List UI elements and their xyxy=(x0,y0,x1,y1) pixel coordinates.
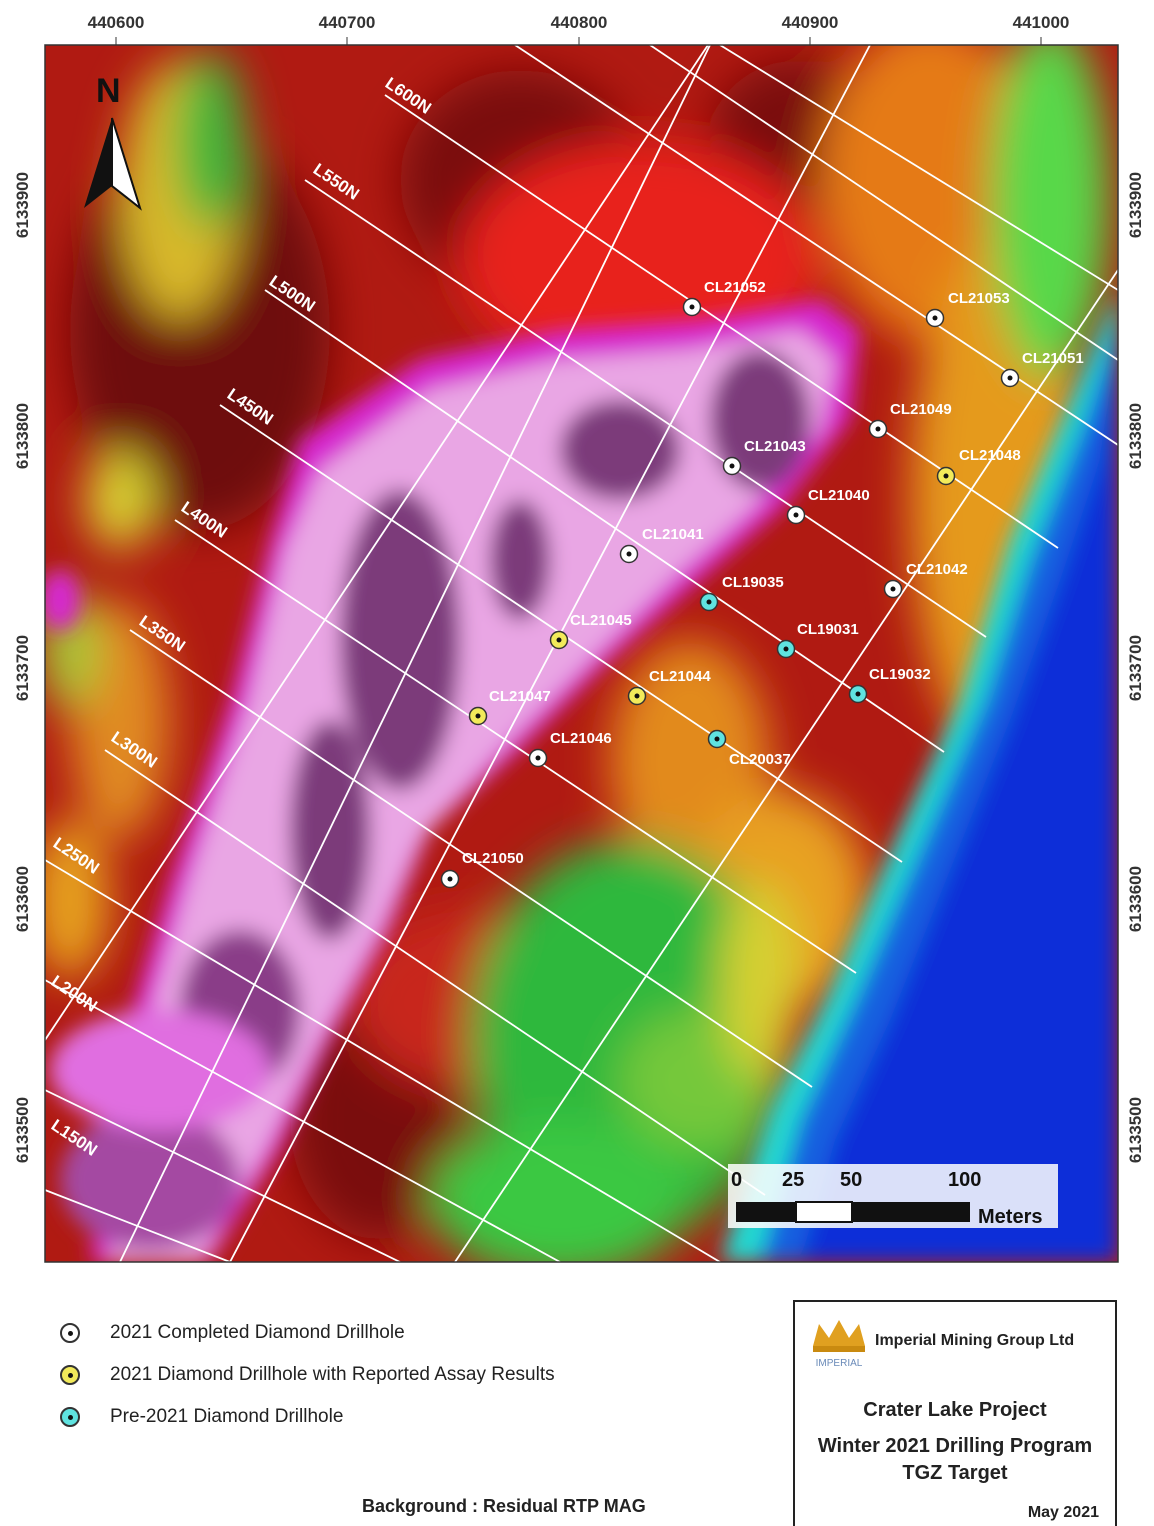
svg-text:6133700: 6133700 xyxy=(13,635,32,701)
y-axis-ticks-left: 6133900 6133800 6133700 6133600 6133500 xyxy=(13,172,32,1163)
svg-text:6133900: 6133900 xyxy=(13,172,32,238)
svg-text:6133700: 6133700 xyxy=(1126,635,1145,701)
svg-text:CL21049: CL21049 xyxy=(890,401,952,418)
svg-text:CL20037: CL20037 xyxy=(729,751,791,768)
drillhole[interactable]: CL21046 xyxy=(528,730,612,768)
svg-text:CL21048: CL21048 xyxy=(959,447,1021,464)
drillhole[interactable]: CL21049 xyxy=(868,401,952,439)
svg-text:CL21047: CL21047 xyxy=(489,688,551,705)
map-frame xyxy=(44,44,1119,1263)
drillhole[interactable]: CL21053 xyxy=(925,290,1010,328)
svg-text:100: 100 xyxy=(948,1169,981,1191)
svg-text:CL19035: CL19035 xyxy=(722,574,784,591)
svg-text:0: 0 xyxy=(731,1169,742,1191)
svg-text:441000: 441000 xyxy=(1013,13,1070,32)
svg-text:CL21051: CL21051 xyxy=(1022,350,1084,367)
legend-item: 2021 Diamond Drillhole with Reported Ass… xyxy=(60,1354,700,1396)
drillhole[interactable]: CL21040 xyxy=(786,487,870,525)
legend: 2021 Completed Diamond Drillhole 2021 Di… xyxy=(60,1312,700,1438)
drillhole[interactable]: CL21041 xyxy=(619,526,704,564)
drillhole[interactable]: CL21050 xyxy=(440,850,524,889)
svg-text:440900: 440900 xyxy=(782,13,839,32)
scale-bar: 0 25 50 100 Meters xyxy=(728,1164,1058,1228)
svg-text:CL21041: CL21041 xyxy=(642,526,704,543)
company-logo-icon: IMPERIAL xyxy=(813,1320,865,1369)
project-name: Crater Lake Project xyxy=(863,1399,1047,1421)
svg-text:440600: 440600 xyxy=(88,13,145,32)
svg-text:CL21045: CL21045 xyxy=(570,612,632,629)
title-block: IMPERIAL Imperial Mining Group Ltd Crate… xyxy=(793,1300,1117,1526)
svg-text:25: 25 xyxy=(782,1169,804,1191)
svg-text:CL21042: CL21042 xyxy=(906,561,968,578)
drillhole[interactable]: CL21045 xyxy=(549,612,632,650)
svg-text:CL21050: CL21050 xyxy=(462,850,524,867)
drillhole-symbol-icon xyxy=(60,1407,80,1427)
svg-text:6133900: 6133900 xyxy=(1126,172,1145,238)
drillhole-symbol-icon xyxy=(60,1365,80,1385)
company-name: Imperial Mining Group Ltd xyxy=(875,1332,1075,1349)
drillhole[interactable]: CL19031 xyxy=(776,621,859,659)
svg-text:50: 50 xyxy=(840,1169,862,1191)
legend-label: 2021 Completed Diamond Drillhole xyxy=(110,1322,405,1343)
x-axis-ticks: 440600 440700 440800 440900 441000 xyxy=(88,13,1070,45)
drillhole[interactable]: CL21047 xyxy=(468,688,551,726)
svg-text:6133600: 6133600 xyxy=(13,866,32,932)
svg-text:CL21040: CL21040 xyxy=(808,487,870,504)
program-name: Winter 2021 Drilling Program xyxy=(817,1435,1093,1457)
svg-text:6133800: 6133800 xyxy=(1126,403,1145,469)
drillhole[interactable]: CL21042 xyxy=(883,561,968,599)
target-name: TGZ Target xyxy=(902,1462,1008,1484)
svg-text:6133600: 6133600 xyxy=(1126,866,1145,932)
legend-item: 2021 Completed Diamond Drillhole xyxy=(60,1312,700,1354)
y-axis-ticks-right: 6133900 6133800 6133700 6133600 6133500 xyxy=(1126,172,1145,1163)
survey-lines xyxy=(45,45,1118,1262)
drillhole-symbol-icon xyxy=(60,1323,80,1343)
drillhole[interactable]: CL21051 xyxy=(1000,350,1084,388)
svg-text:CL19031: CL19031 xyxy=(797,621,859,638)
drillhole[interactable]: CL21044 xyxy=(627,668,712,706)
svg-text:CL21043: CL21043 xyxy=(744,438,806,455)
drillhole[interactable]: CL20037 xyxy=(707,729,791,769)
drillhole[interactable]: CL19035 xyxy=(699,574,784,612)
background-note: Background : Residual RTP MAG xyxy=(362,1496,646,1516)
drillhole[interactable]: CL21052 xyxy=(682,279,766,317)
drillhole[interactable]: CL19032 xyxy=(848,666,931,704)
svg-text:CL19032: CL19032 xyxy=(869,666,931,683)
legend-label: Pre-2021 Diamond Drillhole xyxy=(110,1406,344,1427)
svg-text:CL21044: CL21044 xyxy=(649,668,711,685)
drillhole[interactable]: CL21048 xyxy=(936,447,1021,486)
svg-text:CL21046: CL21046 xyxy=(550,730,612,747)
drillholes: CL21052 CL21053 CL21051 CL21049 CL21048 … xyxy=(440,279,1084,889)
drillhole[interactable]: CL21043 xyxy=(722,438,806,476)
legend-item: Pre-2021 Diamond Drillhole xyxy=(60,1396,700,1438)
svg-text:CL21052: CL21052 xyxy=(704,279,766,296)
north-arrow-icon: N xyxy=(84,72,142,211)
svg-text:N: N xyxy=(96,72,121,110)
svg-text:440800: 440800 xyxy=(551,13,608,32)
map: L600N L550N L500N L450N L400N L350N L300… xyxy=(13,13,1145,1263)
legend-label: 2021 Diamond Drillhole with Reported Ass… xyxy=(110,1364,555,1385)
svg-text:Meters: Meters xyxy=(978,1206,1042,1228)
svg-text:CL21053: CL21053 xyxy=(948,290,1010,307)
map-date: May 2021 xyxy=(1027,1504,1099,1521)
svg-text:440700: 440700 xyxy=(319,13,376,32)
svg-text:6133500: 6133500 xyxy=(1126,1097,1145,1163)
svg-text:IMPERIAL: IMPERIAL xyxy=(816,1358,863,1369)
mag-background xyxy=(45,45,1118,1262)
svg-text:6133500: 6133500 xyxy=(13,1097,32,1163)
svg-text:6133800: 6133800 xyxy=(13,403,32,469)
